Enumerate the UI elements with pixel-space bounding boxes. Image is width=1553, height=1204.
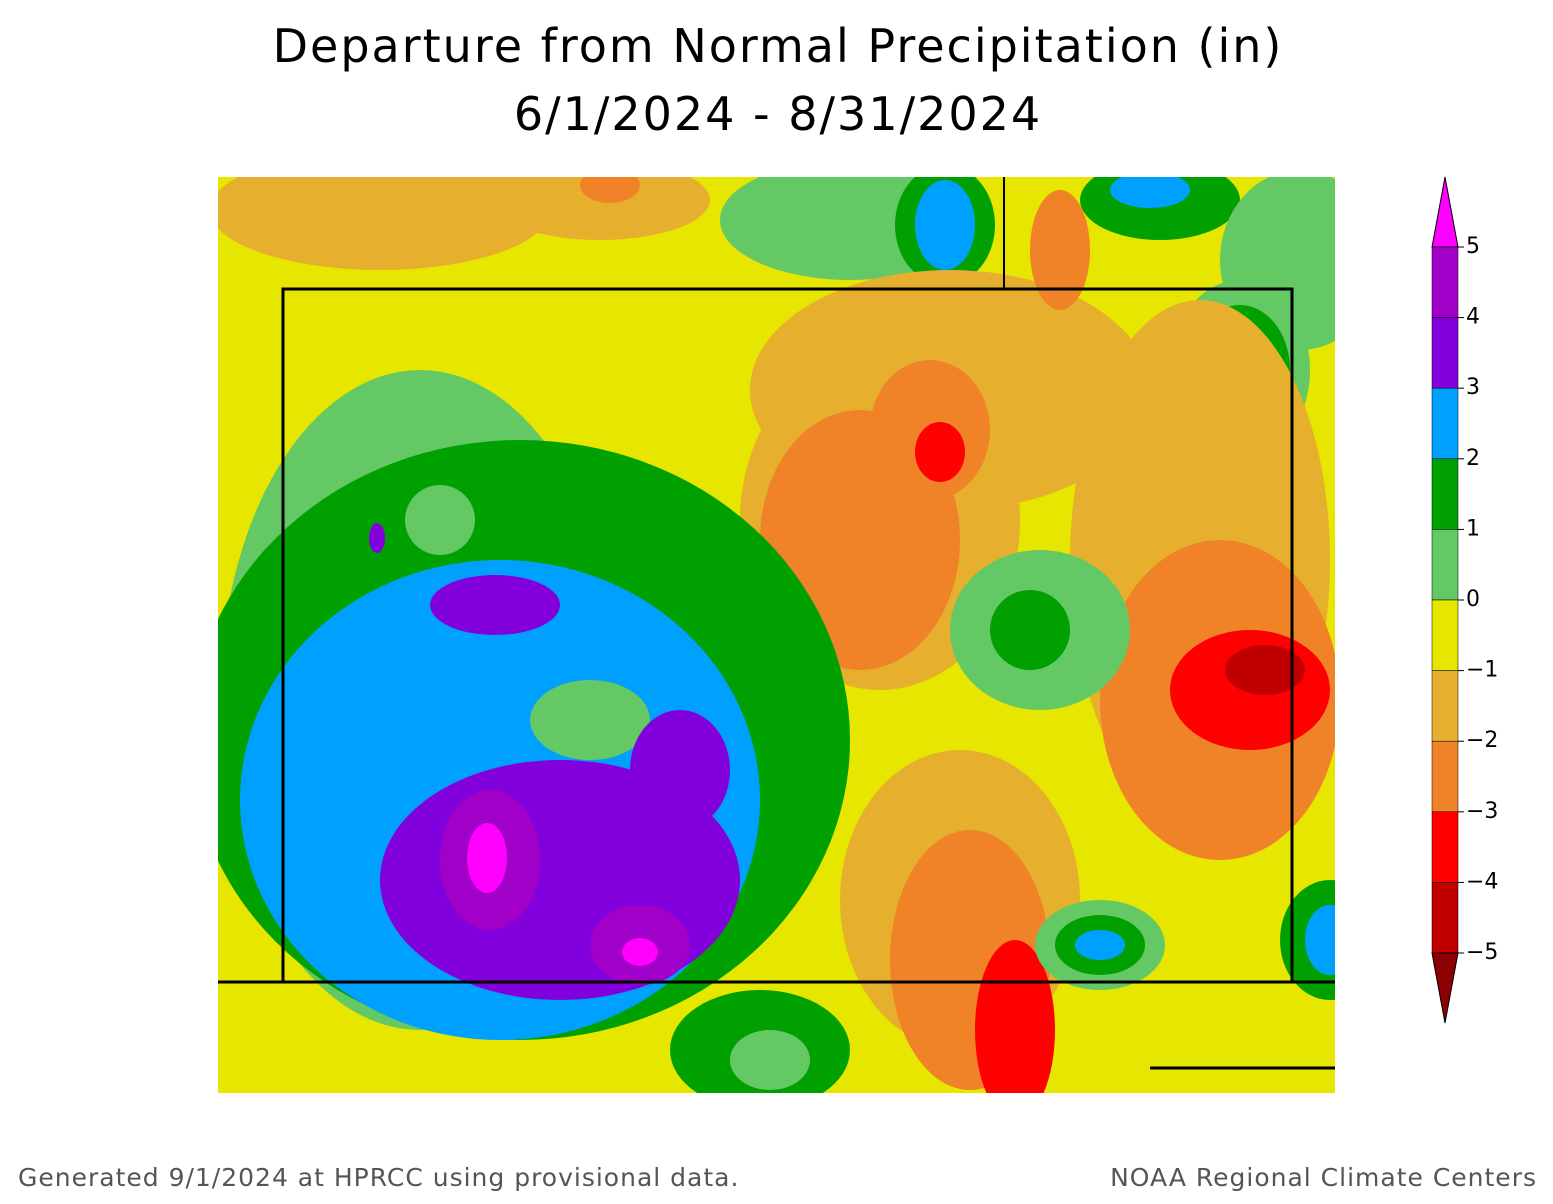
- legend-swatch: [1431, 670, 1459, 742]
- legend-swatch: [1431, 458, 1459, 530]
- subtitle: 6/1/2024 - 8/31/2024: [514, 87, 1042, 141]
- legend-swatch: [1431, 387, 1459, 460]
- legend-tick-label: −2: [1466, 728, 1498, 753]
- legend-tick-label: 3: [1466, 375, 1480, 400]
- legend-tick-label: 5: [1466, 234, 1480, 259]
- legend-swatch: [1431, 529, 1459, 601]
- title: Departure from Normal Precipitation (in): [273, 19, 1284, 73]
- legend-swatch: [1431, 882, 1459, 954]
- legend-tick-label: 2: [1466, 446, 1480, 471]
- precip-map: [218, 177, 1335, 1093]
- legend-tick-label: −3: [1466, 799, 1498, 824]
- legend-cap-bottom: [1431, 952, 1459, 1024]
- legend-swatch: [1431, 599, 1459, 671]
- footer-left: Generated 9/1/2024 at HPRCC using provis…: [18, 1163, 739, 1192]
- color-legend: 5 4 3 2 1 0 −1 −2 −3 −4 −5: [1431, 176, 1498, 1024]
- footer-right: NOAA Regional Climate Centers: [1110, 1163, 1537, 1192]
- legend-tick-label: −1: [1466, 658, 1498, 683]
- legend-tick-label: 4: [1466, 305, 1480, 330]
- legend-tick-label: −5: [1466, 940, 1498, 965]
- legend-swatch: [1431, 317, 1459, 389]
- legend-swatch: [1431, 740, 1459, 813]
- legend-swatch: [1431, 811, 1459, 883]
- legend-tick-label: 0: [1466, 587, 1480, 612]
- legend-tick-label: −4: [1466, 869, 1498, 894]
- legend-swatch: [1431, 246, 1459, 318]
- legend-cap-top: [1431, 176, 1459, 248]
- legend-tick-label: 1: [1466, 516, 1480, 541]
